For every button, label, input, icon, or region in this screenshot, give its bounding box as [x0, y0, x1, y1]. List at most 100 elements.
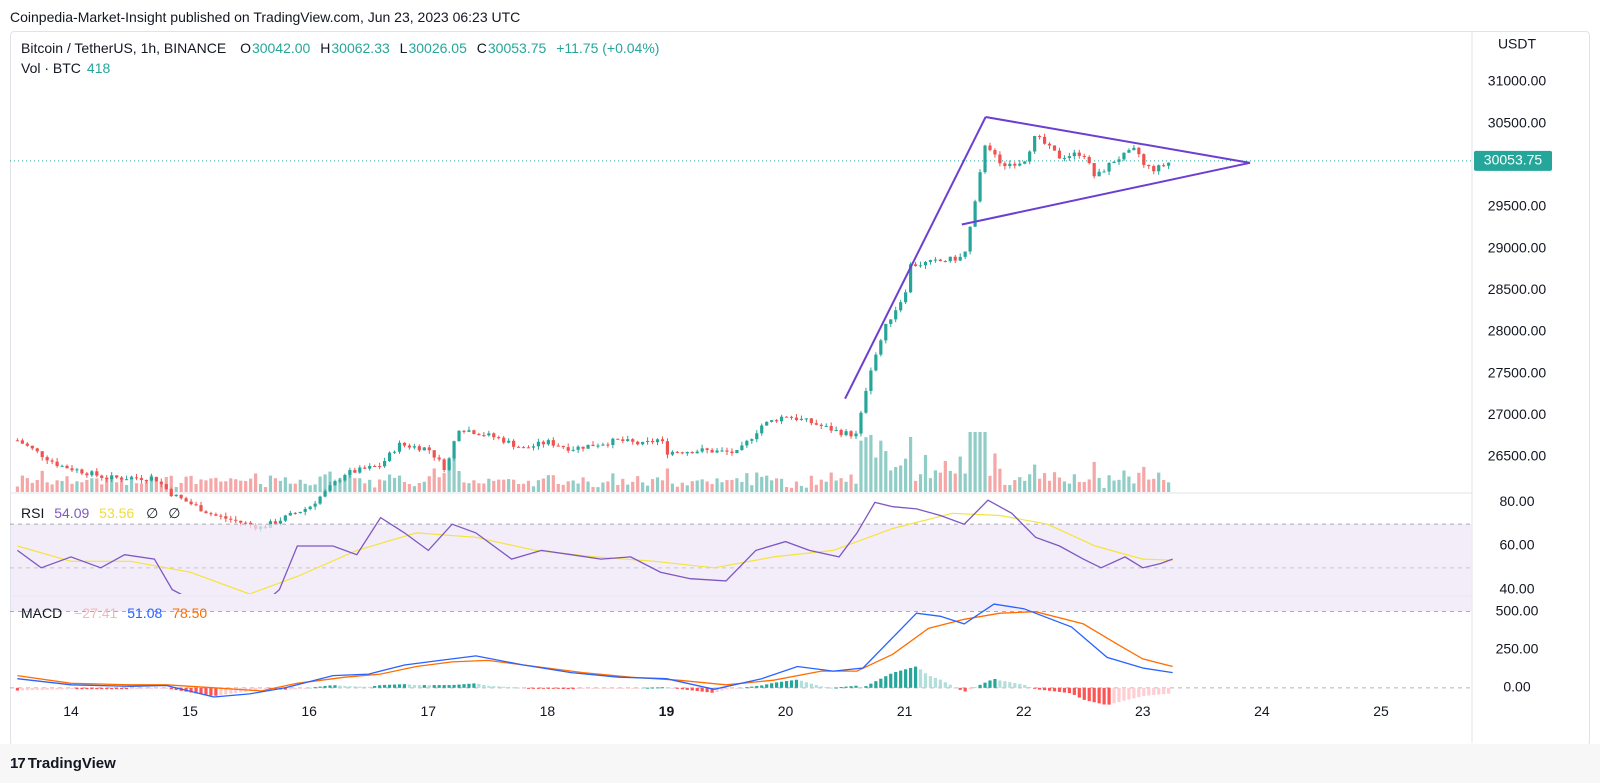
candle-body — [745, 440, 749, 446]
macd-hist-bar — [889, 673, 893, 688]
candle-body — [30, 445, 34, 449]
macd-hist-bar — [908, 667, 913, 688]
candle-body — [353, 470, 357, 473]
macd-hist-bar — [775, 682, 779, 688]
price-candles — [15, 133, 1171, 532]
candle-body — [477, 433, 481, 436]
volume-bar — [224, 481, 228, 492]
volume-bar — [859, 440, 863, 492]
macd-hist-bar — [55, 687, 59, 690]
volume-bar — [1112, 480, 1116, 492]
volume-bar — [849, 474, 853, 492]
candle-body — [90, 471, 94, 476]
candle-body — [1003, 163, 1007, 167]
chart-frame[interactable] — [10, 31, 1590, 746]
volume-bar — [333, 480, 337, 492]
candle-body — [789, 416, 794, 418]
macd-hist-bar — [690, 687, 694, 691]
candle-body — [874, 354, 878, 371]
candle-body — [998, 154, 1002, 164]
macd-hist-bar — [288, 687, 292, 690]
volume-bar — [343, 479, 347, 492]
volume-bar — [616, 484, 620, 492]
volume-bar — [904, 458, 908, 492]
volume-bar — [571, 480, 575, 492]
volume-bar — [1127, 476, 1131, 492]
macd-hist-bar — [700, 687, 704, 692]
time-tick-label: 22 — [1016, 703, 1032, 719]
volume-bar — [680, 482, 684, 492]
volume-bar — [134, 483, 139, 492]
macd-hist-bar — [467, 683, 471, 688]
candle-body — [814, 423, 818, 425]
volume-bar — [1047, 480, 1052, 492]
volume-legend[interactable]: Vol · BTC 418 — [21, 60, 114, 76]
volume-bar — [730, 479, 734, 492]
volume-bar — [636, 476, 640, 492]
macd-hist-bar — [735, 687, 739, 689]
macd-hist-bar — [1152, 687, 1156, 696]
candle-body — [1087, 156, 1091, 164]
candle-body — [15, 440, 20, 442]
candle-body — [1077, 152, 1081, 156]
macd-hist-bar — [571, 687, 575, 690]
macd-hist-bar — [60, 687, 64, 690]
macd-hist-bar — [358, 686, 362, 688]
candle-body — [859, 412, 863, 434]
candle-body — [641, 441, 645, 445]
macd-hist-bar — [675, 687, 679, 689]
macd-hist-bar — [437, 685, 441, 688]
candle-body — [933, 259, 938, 261]
candle-body — [115, 475, 119, 478]
candle-body — [392, 451, 397, 453]
macd-hist-bar — [229, 687, 233, 694]
macd-hist-bar — [680, 687, 684, 690]
symbol-legend[interactable]: Bitcoin / TetherUS, 1h, BINANCE O30042.0… — [21, 40, 663, 56]
volume-bar — [1013, 480, 1017, 492]
macd-legend[interactable]: MACD −27.41 51.08 78.50 — [21, 605, 211, 621]
volume-bar — [541, 478, 545, 492]
volume-bar — [889, 470, 893, 492]
volume-bar — [819, 479, 823, 492]
macd-hist-bar — [432, 685, 436, 688]
candle-body — [1092, 163, 1096, 177]
macd-hist-bar — [745, 687, 749, 689]
candle-body — [507, 440, 511, 443]
current-price-tag — [1474, 150, 1552, 171]
macd-hist-bar — [541, 687, 545, 689]
macd-hist-bar — [814, 685, 818, 688]
volume-bar — [546, 475, 550, 492]
time-tick-label: 20 — [778, 703, 794, 719]
macd-hist-bar — [705, 687, 709, 693]
macd-hist-bar — [293, 687, 297, 690]
tradingview-logo[interactable]: 17 TradingView — [10, 755, 116, 772]
candle-body — [899, 302, 903, 311]
candle-body — [139, 478, 144, 481]
candle-body — [105, 477, 109, 480]
price-axis-currency: USDT — [1498, 36, 1537, 52]
candle-body — [869, 370, 873, 391]
macd-hist-bar — [899, 670, 903, 688]
macd-hist-bar — [586, 687, 590, 689]
candle-body — [432, 450, 436, 458]
candle-body — [144, 480, 149, 482]
macd-hist-bar — [750, 686, 754, 688]
time-tick-label: 18 — [540, 703, 556, 719]
macd-hist-bar — [378, 685, 382, 688]
volume-bar — [794, 481, 799, 492]
macd-hist-bar — [1018, 683, 1022, 688]
candle-body — [512, 440, 516, 447]
macd-hist-bar — [948, 684, 952, 688]
candle-body — [1157, 165, 1161, 172]
volume-bar — [20, 475, 24, 492]
macd-hist-bar — [1047, 687, 1052, 691]
macd-hist-bar — [943, 682, 947, 688]
candle-body — [725, 450, 729, 452]
time-tick-label: 14 — [63, 703, 79, 719]
macd-hist-bar — [968, 687, 972, 690]
macd-hist-bar — [442, 685, 446, 688]
volume-bar — [516, 483, 521, 492]
rsi-legend[interactable]: RSI 54.09 53.56 ∅ ∅ — [21, 505, 184, 522]
macd-hist-bar — [427, 685, 431, 688]
